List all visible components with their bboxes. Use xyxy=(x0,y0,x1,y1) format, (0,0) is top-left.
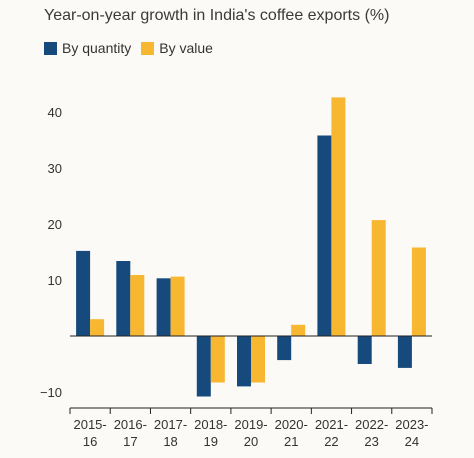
chart-title: Year-on-year growth in India's coffee ex… xyxy=(44,7,390,24)
y-tick-label: 40 xyxy=(48,105,62,120)
bar-value xyxy=(291,324,306,336)
x-tick-label: 2020- xyxy=(275,417,308,432)
legend-label-value: By value xyxy=(159,40,213,56)
bar-value xyxy=(210,336,225,383)
bar-value xyxy=(331,97,346,337)
y-tick-label: −10 xyxy=(40,385,62,400)
bar-quantity xyxy=(116,261,131,336)
bar-value xyxy=(130,275,145,336)
x-tick-label: 24 xyxy=(405,434,419,449)
bar-value xyxy=(371,220,386,336)
x-tick-label: 19 xyxy=(204,434,218,449)
x-tick-label: 17 xyxy=(123,434,137,449)
y-tick-label: 10 xyxy=(48,273,62,288)
legend-label-quantity: By quantity xyxy=(62,40,132,56)
bar-quantity xyxy=(357,336,372,364)
bar-value xyxy=(411,247,426,336)
x-tick-label: 2019- xyxy=(234,417,267,432)
x-tick-label: 2021- xyxy=(315,417,348,432)
x-tick-label: 2022- xyxy=(355,417,388,432)
x-tick-label: 2023- xyxy=(395,417,428,432)
bar-quantity xyxy=(196,336,211,397)
x-tick-label: 22 xyxy=(324,434,338,449)
bar-value xyxy=(90,319,105,336)
bar-value xyxy=(251,336,265,383)
legend-item-quantity: By quantity xyxy=(44,40,131,56)
bar-quantity xyxy=(277,336,292,361)
bar-quantity xyxy=(237,336,251,387)
bar-quantity xyxy=(156,278,171,336)
legend-item-value: By value xyxy=(141,40,213,56)
x-tick-label: 2016- xyxy=(114,417,147,432)
legend-swatch-value xyxy=(141,41,155,55)
bar-value xyxy=(170,276,185,336)
bar-quantity xyxy=(397,336,412,368)
x-tick-label: 2017- xyxy=(154,417,187,432)
y-tick-label: 30 xyxy=(48,161,62,176)
legend-swatch-quantity xyxy=(44,41,57,55)
x-tick-label: 18 xyxy=(163,434,177,449)
x-tick-label: 20 xyxy=(244,434,258,449)
x-tick-label: 21 xyxy=(284,434,298,449)
bar-quantity xyxy=(317,135,332,336)
x-tick-label: 16 xyxy=(83,434,97,449)
legend: By quantity By value xyxy=(44,40,223,56)
x-tick-label: 2015- xyxy=(73,417,106,432)
x-tick-label: 23 xyxy=(364,434,378,449)
y-tick-label: 20 xyxy=(48,217,62,232)
x-tick-label: 2018- xyxy=(194,417,227,432)
bar-quantity xyxy=(76,250,91,336)
